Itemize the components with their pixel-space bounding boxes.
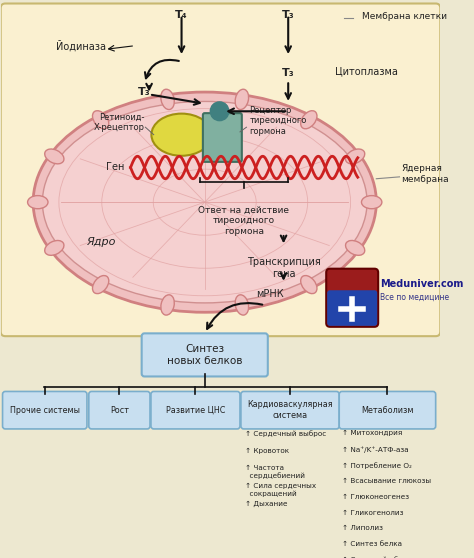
Text: ↑ Основной обмен: ↑ Основной обмен	[342, 557, 413, 558]
Text: T₃: T₃	[138, 87, 151, 97]
Ellipse shape	[161, 295, 174, 315]
Ellipse shape	[151, 114, 212, 156]
Text: Все по медицине: Все по медицине	[380, 292, 449, 301]
Text: ↑ Частота
  сердцебиений: ↑ Частота сердцебиений	[245, 465, 305, 479]
Text: T₄: T₄	[175, 10, 188, 20]
Text: Транскрипция
гена: Транскрипция гена	[246, 257, 320, 279]
Circle shape	[210, 102, 229, 121]
FancyBboxPatch shape	[89, 392, 150, 429]
FancyBboxPatch shape	[241, 392, 339, 429]
Text: Метаболизм: Метаболизм	[361, 406, 414, 415]
Text: ↑ Всасывание глюкозы: ↑ Всасывание глюкозы	[342, 478, 431, 484]
Text: Прочие системы: Прочие системы	[10, 406, 80, 415]
FancyBboxPatch shape	[2, 392, 87, 429]
Text: ↑ Na⁺/K⁺-АТФ-аза: ↑ Na⁺/K⁺-АТФ-аза	[342, 446, 409, 453]
Text: ↑ Синтез белка: ↑ Синтез белка	[342, 541, 402, 547]
Text: Ядро: Ядро	[86, 238, 116, 247]
Ellipse shape	[45, 149, 64, 164]
Ellipse shape	[92, 110, 109, 129]
Text: T₃: T₃	[282, 68, 294, 78]
Text: Цитоплазма: Цитоплазма	[335, 66, 398, 76]
Text: Кардиоваскулярная
система: Кардиоваскулярная система	[247, 401, 333, 420]
Ellipse shape	[235, 295, 248, 315]
FancyBboxPatch shape	[151, 392, 240, 429]
Ellipse shape	[346, 240, 365, 256]
FancyBboxPatch shape	[339, 392, 436, 429]
Text: Йодиназа: Йодиназа	[56, 40, 106, 51]
Text: ↑ Дыхание: ↑ Дыхание	[245, 501, 287, 507]
FancyBboxPatch shape	[203, 113, 242, 162]
Text: Ответ на действие
тиреоидного
гормона: Ответ на действие тиреоидного гормона	[198, 206, 289, 236]
Text: ↑ Глюконеогенез: ↑ Глюконеогенез	[342, 494, 409, 499]
FancyBboxPatch shape	[326, 269, 378, 327]
Ellipse shape	[362, 196, 382, 209]
Text: Мембрана клетки: Мембрана клетки	[363, 12, 447, 21]
Ellipse shape	[33, 92, 376, 312]
Text: ↑ Митохондрия: ↑ Митохондрия	[342, 430, 402, 436]
Ellipse shape	[301, 110, 317, 129]
Text: ↑ Кровоток: ↑ Кровоток	[245, 448, 289, 454]
Ellipse shape	[161, 89, 174, 109]
Ellipse shape	[346, 149, 365, 164]
FancyBboxPatch shape	[0, 3, 440, 336]
Text: Развитие ЦНС: Развитие ЦНС	[166, 406, 225, 415]
Text: Рецептор
тиреоидного
гормона: Рецептор тиреоидного гормона	[249, 105, 307, 136]
Text: Синтез
новых белков: Синтез новых белков	[167, 344, 243, 365]
Text: Ретиноид-
X-рецептор: Ретиноид- X-рецептор	[93, 113, 145, 132]
Ellipse shape	[235, 89, 248, 109]
Ellipse shape	[43, 102, 367, 303]
Text: Ядерная
мембрана: Ядерная мембрана	[401, 165, 449, 184]
Text: ↑ Потребление O₂: ↑ Потребление O₂	[342, 461, 412, 469]
Text: T₃: T₃	[282, 10, 294, 20]
Text: ↑ Липолиз: ↑ Липолиз	[342, 526, 383, 531]
Text: Ген: Ген	[106, 162, 124, 172]
Text: ↑ Сердечный выброс: ↑ Сердечный выброс	[245, 430, 326, 437]
Text: ↑ Гликогенолиз: ↑ Гликогенолиз	[342, 509, 403, 516]
Text: Meduniver.com: Meduniver.com	[380, 278, 464, 288]
Text: Рост: Рост	[110, 406, 129, 415]
FancyBboxPatch shape	[142, 333, 268, 377]
FancyBboxPatch shape	[327, 290, 377, 326]
Text: мРНК: мРНК	[256, 289, 283, 299]
Ellipse shape	[92, 276, 109, 294]
Ellipse shape	[301, 276, 317, 294]
Ellipse shape	[27, 196, 48, 209]
Text: ↑ Сила сердечных
  сокращений: ↑ Сила сердечных сокращений	[245, 483, 316, 497]
Ellipse shape	[45, 240, 64, 256]
